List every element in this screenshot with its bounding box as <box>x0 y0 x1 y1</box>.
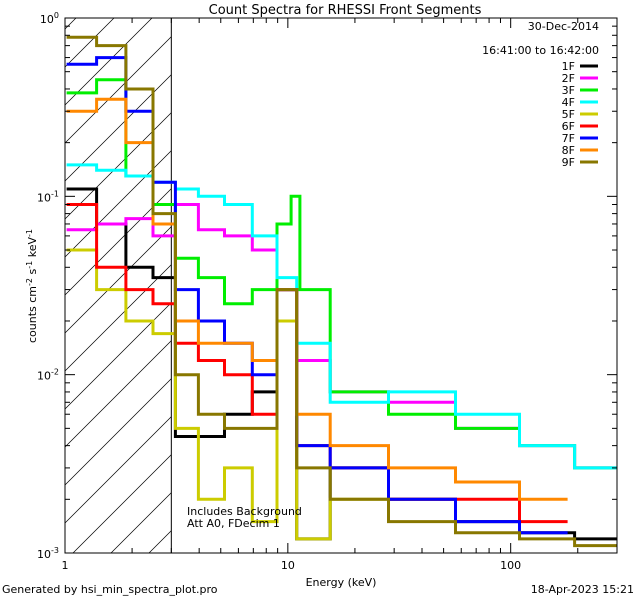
chart-title: Count Spectra for RHESSI Front Segments <box>209 3 482 18</box>
date-label: 30-Dec-2014 <box>528 20 599 33</box>
footer-generated-by: Generated by hsi_min_spectra_plot.pro <box>2 583 218 596</box>
hatch-line <box>65 188 172 296</box>
annotation-attenuator: Att A0, FDecim 1 <box>187 517 280 530</box>
hatch-line <box>301 0 640 553</box>
legend-label-7F: 7F <box>562 132 575 145</box>
x-tick-label: 10 <box>281 559 295 572</box>
hatch-line <box>339 0 640 553</box>
hatch-line <box>567 0 640 553</box>
series-layer <box>66 35 617 548</box>
legend-label-1F: 1F <box>562 60 575 73</box>
hatch-line <box>65 36 172 144</box>
hatch-line <box>65 264 172 372</box>
legend-label-2F: 2F <box>562 72 575 85</box>
legend-label-6F: 6F <box>562 120 575 133</box>
y-tick-label: 10-3 <box>37 546 59 561</box>
legend-label-3F: 3F <box>562 84 575 97</box>
x-tick-label: 100 <box>500 559 521 572</box>
hatch-line <box>529 0 640 553</box>
axes: 1 10 100 100 10-1 10-2 10-3 <box>37 11 618 572</box>
hatch-line <box>65 226 172 334</box>
series-7F <box>66 56 568 535</box>
hatch-line <box>65 150 172 258</box>
hatch-line <box>0 0 103 553</box>
hatch-line <box>65 18 153 106</box>
x-axis-label: Energy (keV) <box>306 576 377 589</box>
hatch-line <box>65 74 172 182</box>
series-5F <box>66 248 440 541</box>
plot-frame <box>64 17 618 554</box>
hatch-line <box>65 416 172 524</box>
series-8F <box>66 97 568 501</box>
legend-label-5F: 5F <box>562 108 575 121</box>
annotation-background: Includes Background <box>187 505 302 518</box>
hatch-line <box>377 0 640 553</box>
hatch-line <box>65 302 172 410</box>
y-tick-label: 10-1 <box>37 189 59 204</box>
time-range-label: 16:41:00 to 16:42:00 <box>482 44 599 57</box>
y-axis-label: counts cm-2 s-1 keV-1 <box>25 229 39 343</box>
series-4F <box>66 163 617 470</box>
series-9F <box>66 35 617 548</box>
series-3F <box>66 78 617 470</box>
footer-timestamp: 18-Apr-2023 15:21 <box>530 583 634 596</box>
series-1F <box>66 187 617 541</box>
series-2F <box>66 203 617 470</box>
series-6F <box>66 203 568 524</box>
y-tick-label: 10-2 <box>37 368 59 383</box>
legend-label-4F: 4F <box>562 96 575 109</box>
hatch-line <box>65 18 115 68</box>
legend-label-9F: 9F <box>562 156 575 169</box>
excluded-region-hatch <box>0 0 640 553</box>
x-tick-label: 1 <box>62 559 69 572</box>
hatch-line <box>605 0 640 553</box>
hatch-line <box>65 378 172 486</box>
hatch-line <box>453 0 640 553</box>
hatch-line <box>65 18 77 30</box>
hatch-line <box>263 0 640 553</box>
y-tick-label: 100 <box>40 11 59 26</box>
hatch-line <box>110 492 172 553</box>
hatch-line <box>415 0 640 553</box>
legend-label-8F: 8F <box>562 144 575 157</box>
